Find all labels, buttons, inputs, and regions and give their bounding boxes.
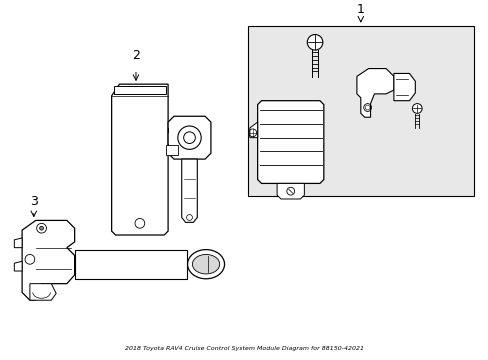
Polygon shape	[14, 238, 22, 248]
Polygon shape	[249, 122, 257, 138]
Polygon shape	[111, 84, 168, 235]
Text: 2: 2	[132, 49, 140, 62]
Polygon shape	[168, 116, 210, 159]
Text: 2018 Toyota RAV4 Cruise Control System Module Diagram for 88150-42021: 2018 Toyota RAV4 Cruise Control System M…	[124, 346, 363, 351]
Polygon shape	[166, 145, 178, 155]
Polygon shape	[356, 68, 393, 117]
Ellipse shape	[192, 255, 219, 274]
Text: 3: 3	[30, 195, 38, 208]
Bar	[247, 26, 473, 196]
Polygon shape	[393, 73, 414, 101]
Circle shape	[306, 35, 322, 50]
Polygon shape	[30, 284, 56, 300]
Polygon shape	[182, 159, 197, 222]
Polygon shape	[14, 261, 22, 271]
Polygon shape	[22, 220, 75, 300]
Circle shape	[411, 104, 421, 113]
Polygon shape	[75, 249, 186, 279]
Polygon shape	[257, 101, 323, 183]
Text: 1: 1	[356, 3, 364, 16]
Ellipse shape	[187, 249, 224, 279]
Polygon shape	[277, 183, 304, 199]
Circle shape	[40, 226, 43, 230]
Polygon shape	[113, 86, 166, 94]
